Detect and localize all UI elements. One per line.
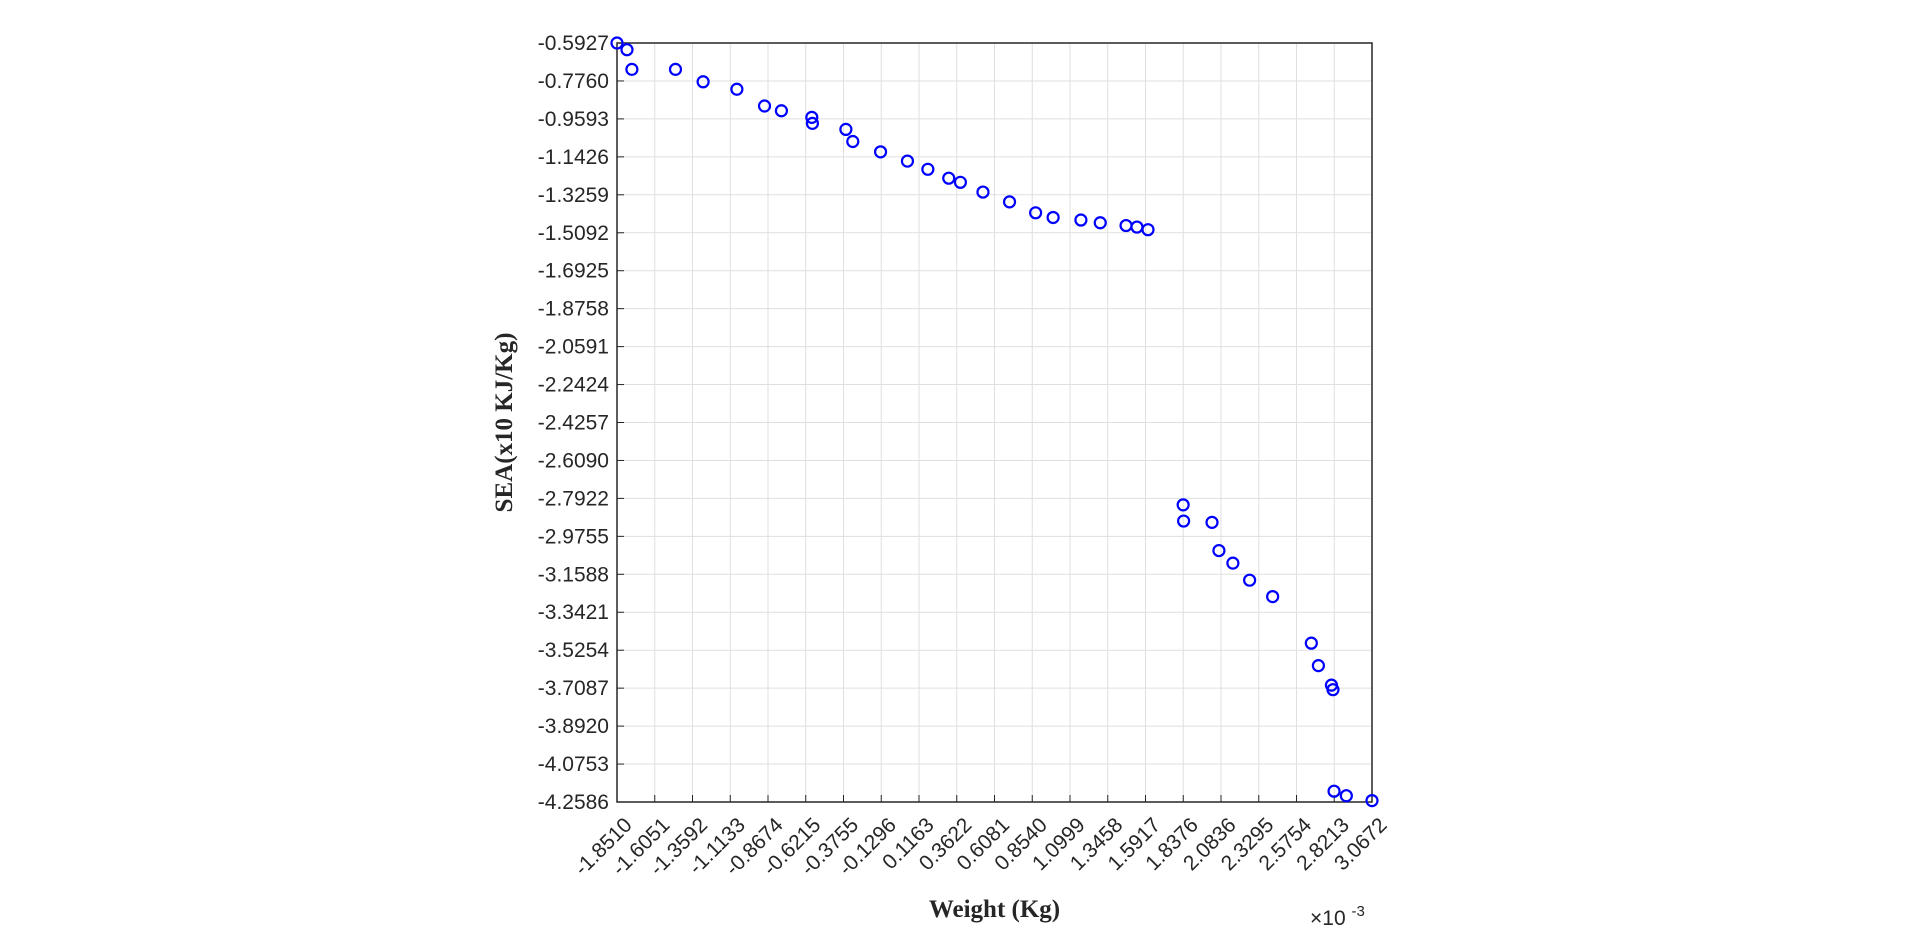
data-point: [1226, 556, 1240, 570]
data-point: [1029, 206, 1043, 220]
y-tick-label: -0.7760: [538, 70, 609, 93]
y-axis-label: SEA(x10 KJ/Kg): [491, 333, 518, 513]
data-point: [1130, 220, 1144, 234]
data-point: [839, 122, 853, 136]
y-tick-label: -4.0753: [538, 753, 609, 776]
data-point: [846, 134, 860, 149]
data-point: [610, 36, 624, 50]
data-point: [900, 154, 915, 168]
data-point: [953, 175, 968, 189]
data-point: [1243, 573, 1257, 587]
y-tick-label: -1.3259: [538, 184, 609, 207]
x-axis-exponent: ×10 -3: [1310, 903, 1365, 930]
data-point: [730, 82, 744, 96]
y-tick-label: -2.9755: [538, 525, 609, 548]
y-tick-label: -4.2586: [538, 791, 609, 814]
data-point: [1119, 218, 1133, 233]
data-point: [620, 43, 634, 57]
y-tick-label: -1.1426: [538, 146, 609, 169]
y-tick-label: -3.1588: [538, 563, 609, 586]
x-exponent-base: ×10: [1310, 907, 1346, 930]
data-point: [1093, 216, 1107, 230]
data-point: [774, 104, 789, 118]
data-point: [1304, 636, 1318, 650]
data-point: [1339, 789, 1353, 803]
data-point: [1074, 213, 1088, 227]
y-tick-label: -1.8758: [538, 298, 609, 321]
data-point: [1311, 659, 1325, 673]
grid-group: [616, 42, 1373, 803]
y-tick-label: -0.9593: [538, 108, 609, 131]
data-point: [805, 116, 820, 130]
data-point: [625, 62, 639, 76]
data-point: [921, 162, 935, 176]
y-tick-label: -1.6925: [538, 260, 609, 283]
data-point: [668, 62, 683, 76]
x-exponent-power: -3: [1351, 903, 1364, 920]
y-tick-label: -3.7087: [538, 677, 609, 700]
data-point: [1326, 683, 1340, 697]
y-tick-label: -0.5927: [538, 32, 609, 55]
y-tick-label: -1.5092: [538, 222, 609, 245]
y-tick-label: -2.7922: [538, 487, 609, 510]
y-tick-label: -3.8920: [538, 715, 609, 738]
data-point: [1177, 514, 1191, 528]
data-point: [805, 110, 819, 124]
data-point: [757, 99, 772, 113]
points-group: [610, 36, 1379, 808]
data-point: [1141, 223, 1155, 237]
data-point: [976, 185, 990, 199]
y-tick-label: -3.5254: [538, 639, 610, 662]
y-tick-group: -0.5927 -0.7760 -0.9593 -1.1426 -1.3259 -1.50…: [538, 32, 624, 814]
y-tick-label: -2.0591: [538, 336, 609, 359]
data-point: [1266, 589, 1280, 604]
data-point: [873, 145, 888, 159]
y-tick-label: -2.2424: [538, 374, 610, 397]
x-tick-group: -1.8510-1.6051-1.3592-1.1133-0.8674-0.62…: [570, 795, 1392, 880]
data-point: [1365, 793, 1379, 808]
data-point: [1176, 498, 1190, 512]
y-tick-label: -2.4257: [538, 412, 609, 435]
x-axis-label: Weight (Kg): [929, 896, 1060, 923]
data-point: [1205, 515, 1219, 529]
data-point: [1212, 543, 1226, 558]
data-point: [1002, 195, 1017, 209]
y-tick-label: -3.3421: [538, 601, 609, 624]
data-point: [1046, 210, 1060, 225]
data-point: [942, 171, 956, 185]
y-tick-label: -2.6090: [538, 449, 609, 472]
data-point: [696, 75, 710, 89]
data-point: [1327, 784, 1341, 798]
